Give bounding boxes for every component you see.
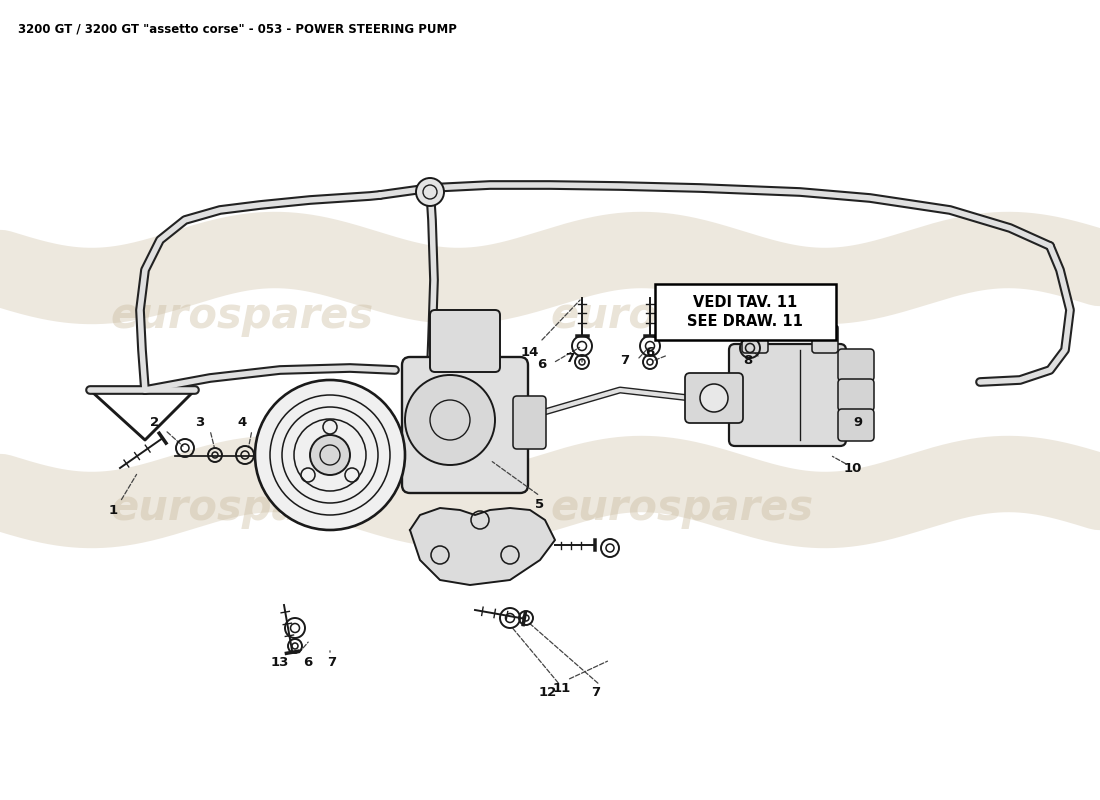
FancyBboxPatch shape [430,310,500,372]
FancyBboxPatch shape [812,325,838,353]
Text: 8: 8 [744,354,752,366]
Polygon shape [290,417,370,485]
FancyBboxPatch shape [685,373,742,423]
Text: 3: 3 [196,415,205,429]
Text: 1: 1 [109,503,118,517]
FancyBboxPatch shape [838,349,875,381]
Polygon shape [410,508,556,585]
Circle shape [310,435,350,475]
FancyBboxPatch shape [838,409,875,441]
Text: 6: 6 [304,655,312,669]
Text: 5: 5 [536,498,544,510]
FancyBboxPatch shape [838,379,875,411]
Text: 7: 7 [592,686,601,698]
Circle shape [416,178,444,206]
FancyBboxPatch shape [402,357,528,493]
Text: 11: 11 [553,682,571,694]
Text: eurospares: eurospares [550,295,814,337]
Text: 6: 6 [646,346,654,358]
Text: 10: 10 [844,462,862,474]
Text: 9: 9 [854,415,862,429]
Circle shape [405,375,495,465]
Circle shape [700,384,728,412]
Text: 2: 2 [151,415,160,429]
Text: eurospares: eurospares [550,487,814,529]
FancyBboxPatch shape [742,325,768,353]
Text: eurospares: eurospares [110,487,374,529]
Text: 7: 7 [565,351,574,365]
Text: 12: 12 [539,686,557,698]
Text: 7: 7 [328,655,337,669]
Text: eurospares: eurospares [110,295,374,337]
Text: VEDI TAV. 11
SEE DRAW. 11: VEDI TAV. 11 SEE DRAW. 11 [688,294,803,330]
Text: 6: 6 [538,358,547,371]
FancyBboxPatch shape [729,344,846,446]
Text: 4: 4 [238,415,246,429]
Text: 13: 13 [271,655,289,669]
Text: 14: 14 [520,346,539,358]
Circle shape [255,380,405,530]
Bar [654,284,836,340]
Text: 7: 7 [620,354,629,366]
Text: 3200 GT / 3200 GT "assetto corse" - 053 - POWER STEERING PUMP: 3200 GT / 3200 GT "assetto corse" - 053 … [18,22,456,35]
FancyBboxPatch shape [513,396,546,449]
